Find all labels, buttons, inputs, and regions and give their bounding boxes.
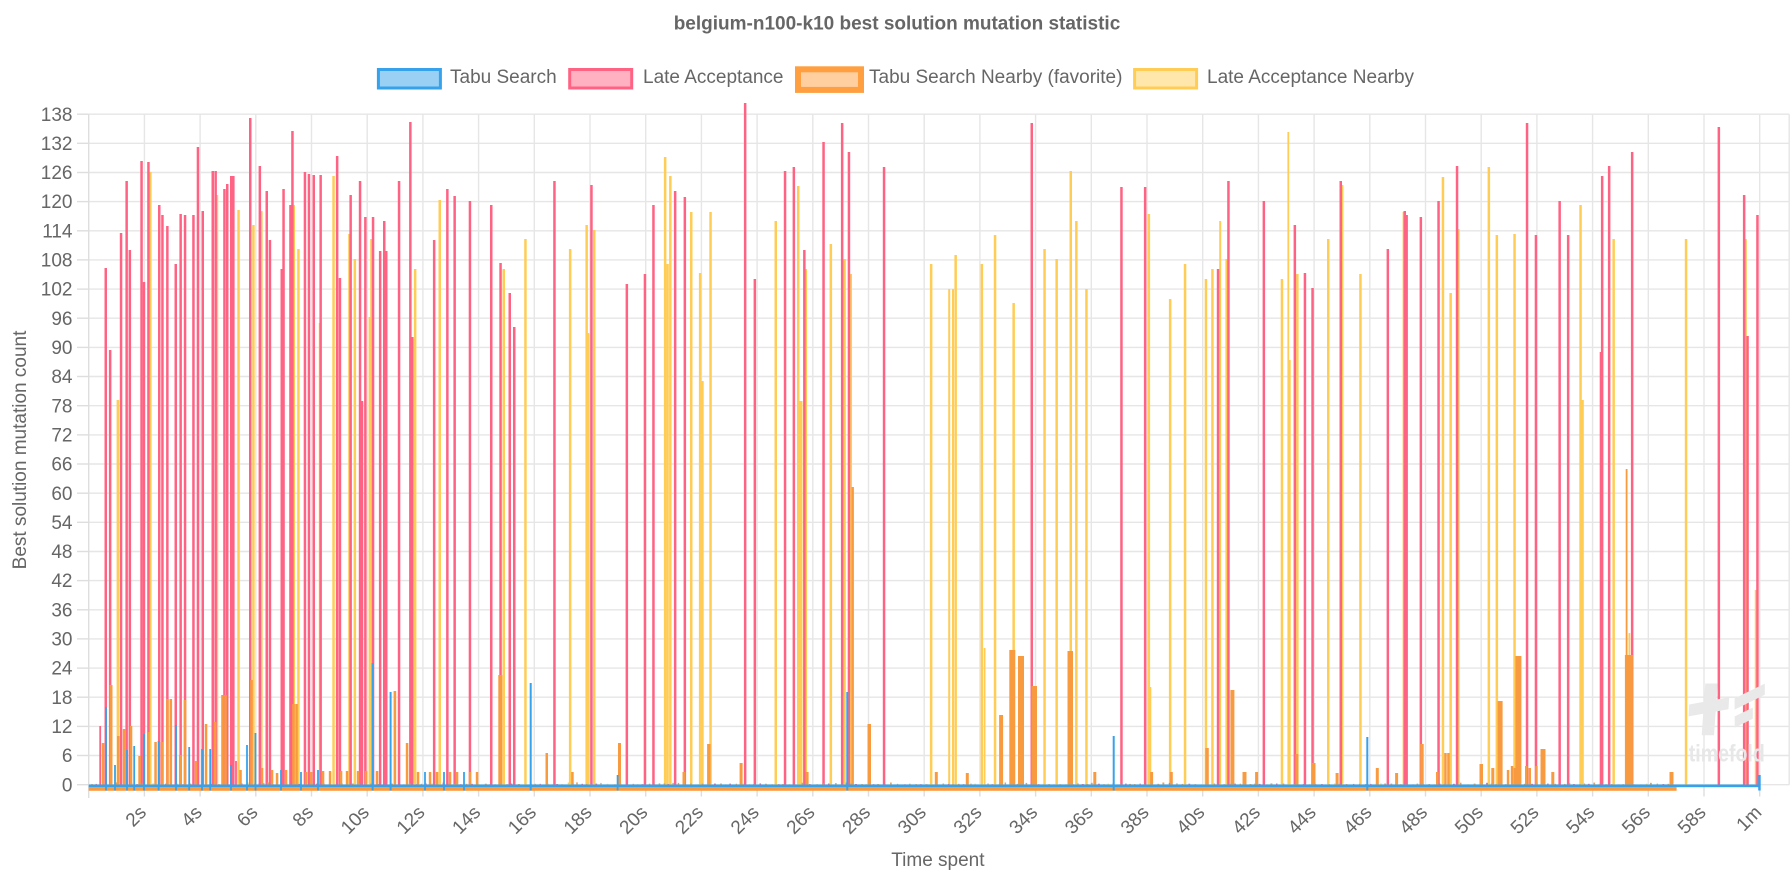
svg-text:18: 18 [51, 688, 72, 709]
svg-text:48: 48 [51, 542, 72, 563]
svg-text:114: 114 [42, 221, 73, 242]
svg-text:6: 6 [62, 746, 73, 767]
svg-text:102: 102 [41, 280, 73, 301]
svg-text:30: 30 [51, 630, 72, 651]
svg-text:Tabu Search: Tabu Search [450, 67, 557, 88]
svg-text:126: 126 [41, 163, 73, 184]
svg-text:120: 120 [41, 192, 73, 213]
svg-text:78: 78 [51, 396, 72, 417]
svg-text:54: 54 [51, 513, 73, 534]
svg-text:132: 132 [41, 134, 73, 155]
svg-text:Late Acceptance Nearby: Late Acceptance Nearby [1207, 67, 1415, 88]
svg-text:12: 12 [51, 717, 72, 738]
svg-text:66: 66 [51, 455, 72, 476]
svg-text:108: 108 [41, 251, 73, 272]
svg-text:Time spent: Time spent [891, 850, 985, 871]
svg-text:Best solution mutation count: Best solution mutation count [10, 330, 31, 569]
svg-text:Late Acceptance: Late Acceptance [643, 67, 784, 88]
svg-text:36: 36 [51, 600, 72, 621]
svg-text:timefold: timefold [1689, 741, 1765, 768]
svg-text:90: 90 [51, 338, 72, 359]
svg-text:belgium-n100-k10 best solution: belgium-n100-k10 best solution mutation … [674, 14, 1121, 35]
svg-text:138: 138 [41, 105, 73, 126]
svg-text:0: 0 [62, 775, 73, 796]
svg-text:24: 24 [51, 659, 73, 680]
svg-text:Tabu Search Nearby (favorite): Tabu Search Nearby (favorite) [869, 67, 1122, 88]
svg-text:72: 72 [51, 426, 72, 447]
svg-text:60: 60 [51, 484, 72, 505]
svg-text:84: 84 [51, 367, 73, 388]
svg-text:42: 42 [51, 571, 72, 592]
svg-text:96: 96 [51, 309, 72, 330]
